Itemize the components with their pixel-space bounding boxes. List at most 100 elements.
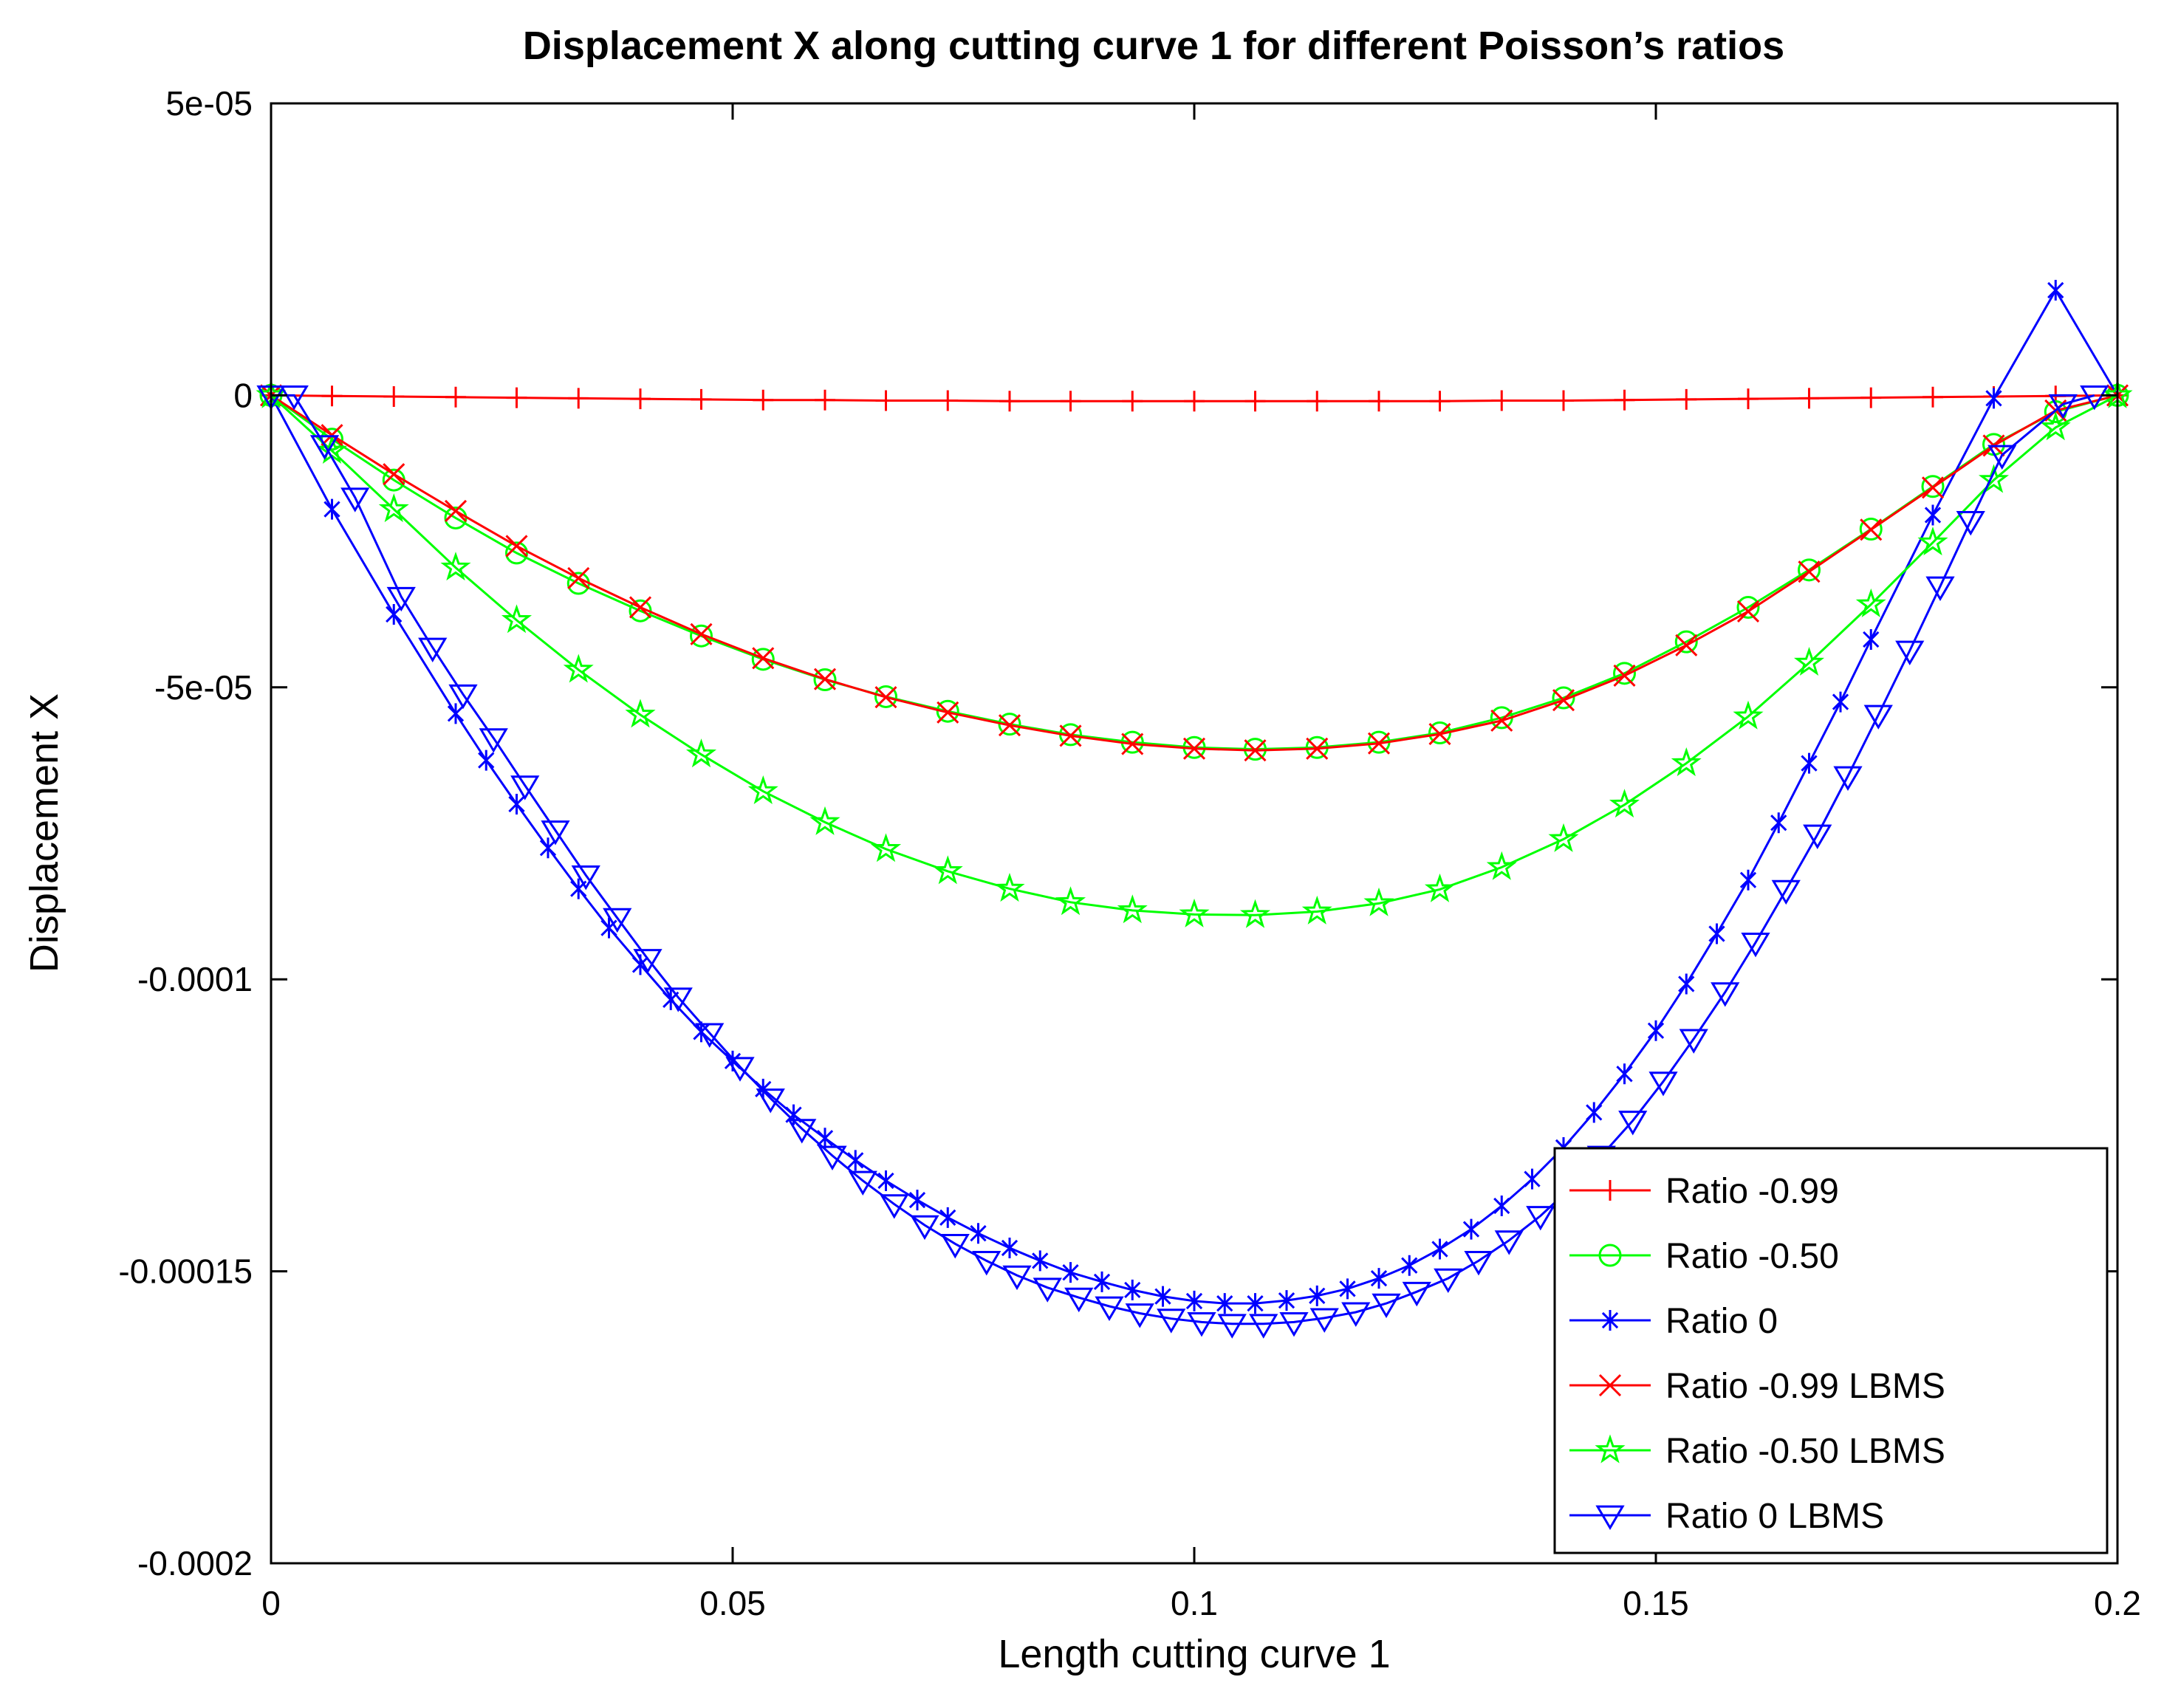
data-point — [1055, 886, 1086, 916]
data-point — [663, 987, 693, 1012]
data-point — [1860, 387, 1882, 408]
data-point — [874, 685, 897, 708]
data-point — [505, 541, 528, 565]
data-point — [279, 385, 309, 411]
data-point — [539, 837, 557, 859]
data-point — [1062, 1262, 1079, 1283]
data-point — [444, 499, 468, 523]
y-tick-label: 5e-05 — [165, 84, 253, 123]
series-line — [270, 394, 2118, 916]
data-point — [1491, 390, 1513, 411]
data-point — [1987, 445, 2017, 470]
data-point — [1739, 869, 1757, 891]
data-point — [1064, 1287, 1094, 1313]
series-0 — [261, 385, 2128, 412]
data-point — [1526, 1206, 1555, 1231]
data-point — [847, 1150, 864, 1171]
data-point — [994, 873, 1025, 902]
data-point — [1279, 1311, 1309, 1337]
y-tick-label: -0.0002 — [137, 1544, 253, 1582]
data-point — [1798, 560, 1821, 583]
data-point — [568, 388, 589, 409]
legend-marker — [1595, 1505, 1625, 1530]
data-point — [1860, 518, 1883, 541]
plot-area — [256, 280, 2133, 1339]
data-point — [2047, 280, 2064, 301]
data-point — [1093, 1271, 1111, 1292]
data-point — [1187, 1311, 1216, 1337]
data-point — [1157, 1309, 1186, 1334]
x-tick-label: 0 — [261, 1584, 281, 1622]
data-point — [1301, 895, 1332, 925]
data-point — [1239, 899, 1271, 928]
data-point — [1060, 391, 1081, 412]
data-point — [1832, 691, 1849, 713]
data-point — [751, 648, 775, 671]
data-point — [1985, 388, 2002, 409]
data-point — [816, 1128, 834, 1149]
legend-entry-4: Ratio -0.50 LBMS — [1569, 1432, 1945, 1471]
data-point — [1863, 704, 1893, 730]
data-point — [1185, 1290, 1203, 1311]
y-tick-label: -0.0001 — [137, 960, 253, 998]
data-point — [1552, 686, 1575, 710]
data-point — [630, 388, 651, 410]
data-point — [1309, 1285, 1326, 1306]
data-point — [1647, 1020, 1665, 1041]
data-point — [1122, 391, 1143, 412]
legend-box — [1553, 1147, 2109, 1554]
y-axis-label: Displacement X — [22, 693, 66, 973]
data-point — [478, 750, 495, 771]
legend-label: Ratio -0.99 LBMS — [1665, 1367, 1945, 1406]
data-point — [747, 775, 778, 804]
data-point — [1464, 1250, 1493, 1276]
data-point — [1372, 1293, 1401, 1319]
data-point — [1306, 737, 1329, 760]
data-point — [629, 596, 652, 619]
data-point — [1184, 391, 1205, 412]
data-point — [1738, 388, 1759, 410]
data-point — [690, 624, 713, 648]
data-point — [448, 684, 478, 710]
data-point — [1736, 600, 1760, 623]
data-point — [386, 586, 416, 612]
data-point — [447, 703, 465, 724]
data-point — [1429, 391, 1451, 412]
data-point — [386, 603, 403, 625]
data-point — [340, 487, 370, 512]
data-point — [2080, 385, 2109, 411]
data-point — [383, 385, 405, 407]
data-point — [1736, 595, 1760, 619]
data-point — [1462, 1218, 1480, 1240]
data-point — [809, 806, 840, 835]
data-point — [1793, 647, 1825, 676]
data-point — [1401, 1255, 1418, 1276]
data-point — [1798, 388, 1820, 409]
data-point — [1059, 724, 1082, 747]
data-point — [1553, 390, 1574, 411]
data-point — [1339, 1278, 1356, 1300]
data-point — [479, 728, 508, 753]
data-point — [753, 389, 774, 411]
x-tick-label: 0.15 — [1623, 1584, 1689, 1622]
data-point — [1367, 732, 1391, 755]
data-point — [1674, 630, 1698, 654]
data-point — [787, 1119, 817, 1144]
data-point — [1490, 709, 1513, 732]
data-point — [1925, 576, 1955, 601]
y-tick-label: -0.00015 — [118, 1252, 253, 1291]
data-point — [1675, 634, 1698, 656]
data-point — [1370, 1268, 1388, 1289]
data-point — [877, 1170, 894, 1192]
data-point — [1249, 1314, 1278, 1339]
data-point — [1307, 391, 1328, 412]
data-point — [418, 637, 448, 662]
series-line — [271, 394, 2095, 1325]
data-point — [1803, 824, 1832, 850]
data-point — [1552, 689, 1575, 712]
data-point — [1402, 1281, 1431, 1307]
data-point — [1921, 476, 1945, 499]
data-point — [1833, 766, 1863, 791]
data-point — [725, 1057, 755, 1082]
data-point — [1771, 879, 1801, 905]
